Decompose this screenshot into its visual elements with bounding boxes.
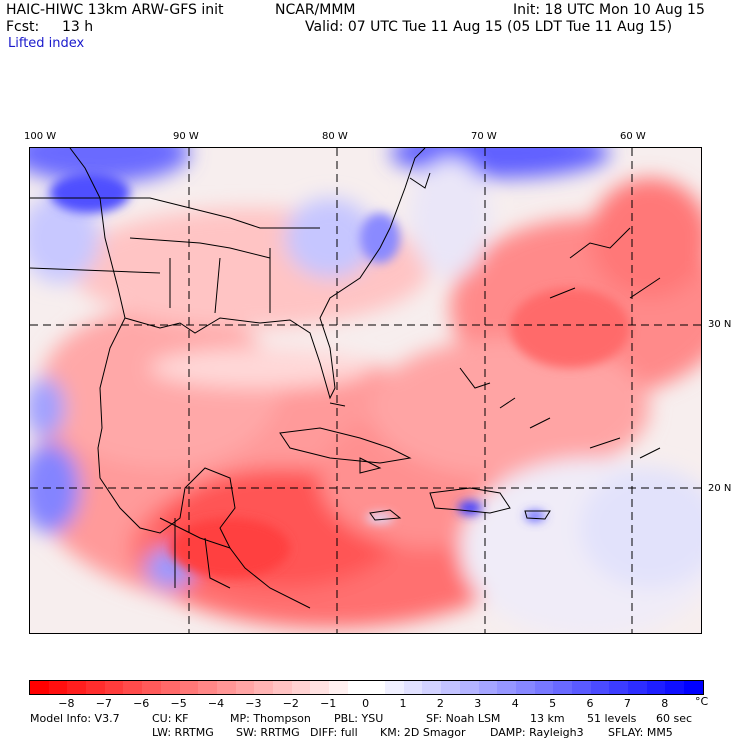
colorbar-swatch [478,681,498,694]
colorbar-swatch [515,681,535,694]
colorbar-swatch [571,681,591,694]
colorbar-swatch [665,681,685,694]
colorbar-swatch [123,681,143,694]
colorbar-swatch [67,681,87,694]
colorbar-swatch [459,681,479,694]
colorbar-tick-label: −1 [320,697,337,710]
footer-resolution: 13 km [530,712,565,725]
colorbar-swatch [104,681,124,694]
colorbar-swatch [590,681,610,694]
map-field [30,148,701,633]
colorbar-swatch [385,681,404,694]
colorbar-swatch [347,681,367,694]
fcst-hours: 13 h [62,19,94,35]
footer-mp: MP: Thompson [230,712,311,725]
footer-pbl: PBL: YSU [334,712,384,725]
colorbar-swatch [272,681,292,694]
colorbar-tick-label: 1 [399,697,407,710]
colorbar-tick-label: 7 [623,697,631,710]
colorbar-swatch [291,681,311,694]
latlon-grid [30,148,701,633]
colorbar-swatch [179,681,199,694]
init-time: Init: 18 UTC Mon 10 Aug 15 [513,2,705,18]
colorbar-tick-label: 0 [362,697,370,710]
colorbar-swatch [142,681,161,694]
colorbar-tick-label: −3 [245,697,262,710]
colorbar-tick-label: 5 [549,697,557,710]
footer-diff: DIFF: full [310,726,358,739]
colorbar-swatch [366,681,386,694]
fcst-label: Fcst: [6,19,40,35]
lon-label-80w: 80 W [322,131,348,142]
footer-sf: SF: Noah LSM [426,712,501,725]
footer-model-info: Model Info: V3.7 [30,712,120,725]
colorbar-tick-label: 2 [436,697,444,710]
lifted-index-field [30,148,701,633]
coastlines [30,148,661,609]
colorbar-tick-label: −2 [282,697,299,710]
valid-time: Valid: 07 UTC Tue 11 Aug 15 (05 LDT Tue … [305,19,673,35]
footer-levels: 51 levels [587,712,637,725]
colorbar-tick-label: 8 [661,697,669,710]
colorbar-swatch [441,681,460,694]
colorbar-tick-label: 6 [586,697,594,710]
lat-label-20n: 20 N [708,483,732,494]
colorbar-swatch [609,681,628,694]
footer-km: KM: 2D Smagor [380,726,466,739]
colorbar-swatch [160,681,180,694]
lon-label-70w: 70 W [471,131,497,142]
lon-label-100w: 100 W [24,131,57,142]
colorbar-swatch [534,681,554,694]
colorbar-swatch [86,681,105,694]
colorbar-swatch [310,681,329,694]
footer-lw: LW: RRTMG [152,726,214,739]
footer-sflay: SFLAY: MM5 [608,726,673,739]
colorbar-tick-label: 4 [511,697,519,710]
colorbar-tick-label: 3 [474,697,482,710]
colorbar-tick-label: −5 [170,697,187,710]
colorbar-tick-label: −4 [207,697,225,710]
colorbar [29,680,704,695]
field-name: Lifted index [8,36,85,51]
colorbar-tick-label: −7 [95,697,112,710]
colorbar-swatch [48,681,68,694]
colorbar-tick-label: −6 [133,697,150,710]
colorbar-swatch [235,681,255,694]
lon-label-60w: 60 W [620,131,646,142]
colorbar-swatch [329,681,348,694]
colorbar-swatch [422,681,442,694]
colorbar-swatch [403,681,423,694]
colorbar-swatch [553,681,572,694]
footer-damp: DAMP: Rayleigh3 [490,726,584,739]
colorbar-swatch [497,681,516,694]
colorbar-unit: °C [695,695,709,708]
lat-label-30n: 30 N [708,319,732,330]
footer-sw: SW: RRTMG [236,726,300,739]
colorbar-tick-label: −8 [58,697,75,710]
org-label: NCAR/MMM [275,2,356,18]
colorbar-swatch [628,681,647,694]
colorbar-swatch [254,681,273,694]
lifted-index-map [29,147,702,634]
lon-label-90w: 90 W [173,131,199,142]
colorbar-swatch [30,681,49,694]
colorbar-swatch [216,681,236,694]
model-title: HAIC-HIWC 13km ARW-GFS init [6,2,224,18]
colorbar-swatch [684,681,703,694]
footer-timestep: 60 sec [656,712,693,725]
footer-cu: CU: KF [152,712,189,725]
colorbar-swatch [198,681,217,694]
colorbar-swatch [646,681,666,694]
